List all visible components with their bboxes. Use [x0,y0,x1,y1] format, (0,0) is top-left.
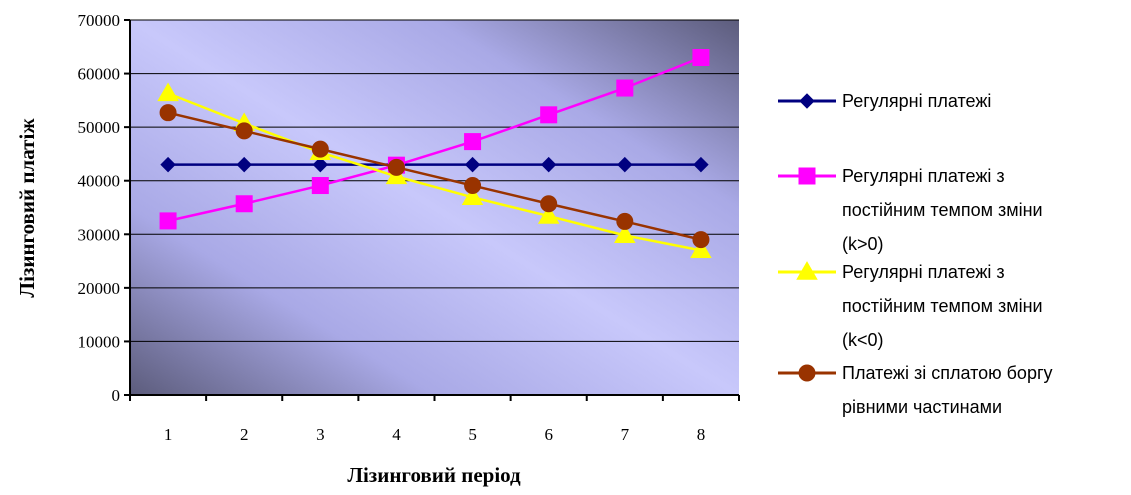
data-point [799,365,815,381]
x-tick-label: 6 [544,425,553,444]
data-point [312,178,328,194]
x-axis-title: Лізинговий період [347,463,521,487]
legend-label: Регулярні платежі з постійним темпом змін… [842,166,1043,254]
data-point [541,196,557,212]
data-point [799,168,815,184]
data-point [541,107,557,123]
x-tick-label: 7 [621,425,630,444]
data-point [693,232,709,248]
legend-item-3: Регулярні платежі з постійним темпом змін… [778,262,1043,350]
x-tick-label: 4 [392,425,401,444]
data-point [800,94,814,108]
data-point [617,213,633,229]
legend: Регулярні платежі Регулярні платежі з пост… [778,91,1053,417]
y-axis-title: Лізинговий платіж [15,118,39,298]
y-tick-label: 30000 [78,225,121,244]
data-point [617,80,633,96]
data-point [236,123,252,139]
legend-label: Регулярні платежі [842,91,991,111]
x-tick-label: 8 [697,425,706,444]
y-tick-label: 60000 [78,65,121,84]
y-tick-label: 40000 [78,172,121,191]
y-tick-label: 10000 [78,332,121,351]
x-tick-label: 5 [468,425,477,444]
y-tick-label: 50000 [78,118,121,137]
data-point [160,213,176,229]
legend-item-1: Регулярні платежі [778,91,991,111]
data-point [388,159,404,175]
x-tick-labels: 1 2 3 4 5 6 7 8 [164,425,705,444]
y-tick-label: 0 [112,386,121,405]
x-tick-label: 3 [316,425,325,444]
y-tick-labels: 0 10000 20000 30000 40000 50000 60000 70000 [78,11,121,405]
legend-label: Платежі зі сплатою боргу рівними частинам… [842,363,1053,417]
data-point [236,196,252,212]
plot-area [130,20,739,395]
x-tick-label: 2 [240,425,249,444]
x-tick-label: 1 [164,425,173,444]
data-point [312,141,328,157]
legend-label: Регулярні платежі з постійним темпом змін… [842,262,1043,350]
data-point [160,105,176,121]
y-tick-label: 70000 [78,11,121,30]
data-point [465,134,481,150]
legend-item-2: Регулярні платежі з постійним темпом змін… [778,166,1043,254]
y-tick-label: 20000 [78,279,121,298]
data-point [693,50,709,66]
legend-item-4: Платежі зі сплатою боргу рівними частинам… [778,363,1053,417]
data-point [465,178,481,194]
